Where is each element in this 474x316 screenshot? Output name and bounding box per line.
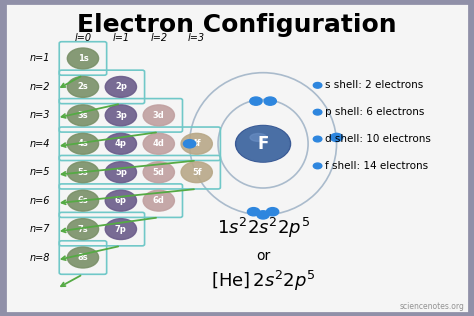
- Text: n=6: n=6: [30, 196, 51, 206]
- Text: 5d: 5d: [153, 168, 165, 177]
- Circle shape: [313, 82, 322, 88]
- Circle shape: [181, 162, 212, 183]
- Circle shape: [237, 126, 289, 161]
- Text: n=1: n=1: [30, 53, 51, 64]
- Text: 5s: 5s: [78, 168, 88, 177]
- Text: 2s: 2s: [78, 82, 88, 91]
- Text: 4f: 4f: [192, 139, 201, 148]
- Text: n=5: n=5: [30, 167, 51, 177]
- Circle shape: [247, 208, 260, 216]
- Circle shape: [105, 133, 137, 154]
- Text: Electron Configuration: Electron Configuration: [77, 13, 397, 37]
- Text: l=1: l=1: [112, 33, 129, 43]
- Text: 4s: 4s: [78, 139, 88, 148]
- Circle shape: [313, 109, 322, 115]
- Text: n=3: n=3: [30, 110, 51, 120]
- Text: 4p: 4p: [115, 139, 127, 148]
- Circle shape: [67, 219, 99, 240]
- Text: f shell: 14 electrons: f shell: 14 electrons: [325, 161, 428, 171]
- Text: 7s: 7s: [78, 225, 88, 234]
- Circle shape: [313, 163, 322, 169]
- Text: $1s^{2}2s^{2}2p^{5}$: $1s^{2}2s^{2}2p^{5}$: [217, 216, 310, 240]
- Text: n=7: n=7: [30, 224, 51, 234]
- Circle shape: [266, 208, 279, 216]
- Circle shape: [143, 133, 174, 154]
- Circle shape: [257, 211, 269, 219]
- Circle shape: [105, 162, 137, 183]
- Circle shape: [105, 219, 137, 240]
- Circle shape: [236, 125, 291, 162]
- Circle shape: [183, 140, 196, 148]
- Circle shape: [67, 190, 99, 211]
- Text: 3p: 3p: [115, 111, 127, 120]
- Text: d shell: 10 electrons: d shell: 10 electrons: [325, 134, 430, 144]
- Circle shape: [264, 97, 276, 105]
- Circle shape: [67, 133, 99, 154]
- Circle shape: [67, 76, 99, 97]
- Circle shape: [143, 105, 174, 126]
- Text: l=3: l=3: [188, 33, 205, 43]
- Text: l=0: l=0: [74, 33, 91, 43]
- Text: 8s: 8s: [78, 253, 88, 262]
- Text: s shell: 2 electrons: s shell: 2 electrons: [325, 80, 423, 90]
- Circle shape: [67, 105, 99, 126]
- Text: 5f: 5f: [192, 168, 201, 177]
- Text: 6s: 6s: [78, 196, 88, 205]
- Text: sciencenotes.org: sciencenotes.org: [400, 302, 465, 311]
- Text: n=8: n=8: [30, 252, 51, 263]
- Ellipse shape: [250, 133, 267, 141]
- Circle shape: [250, 97, 262, 105]
- Circle shape: [105, 76, 137, 97]
- Text: 6d: 6d: [153, 196, 165, 205]
- Text: 7p: 7p: [115, 225, 127, 234]
- Circle shape: [330, 133, 343, 142]
- Circle shape: [67, 247, 99, 268]
- Text: l=2: l=2: [150, 33, 167, 43]
- FancyBboxPatch shape: [5, 3, 469, 313]
- Text: p shell: 6 electrons: p shell: 6 electrons: [325, 107, 424, 117]
- Text: 6p: 6p: [115, 196, 127, 205]
- Text: 4d: 4d: [153, 139, 165, 148]
- Text: 5p: 5p: [115, 168, 127, 177]
- Circle shape: [313, 136, 322, 142]
- Text: 3s: 3s: [78, 111, 88, 120]
- Text: or: or: [256, 249, 270, 263]
- Circle shape: [181, 133, 212, 154]
- Text: $[\mathrm{He}]\,2s^{2}2p^{5}$: $[\mathrm{He}]\,2s^{2}2p^{5}$: [211, 269, 315, 293]
- Circle shape: [105, 105, 137, 126]
- Circle shape: [67, 48, 99, 69]
- Text: 3d: 3d: [153, 111, 164, 120]
- Text: 2p: 2p: [115, 82, 127, 91]
- Circle shape: [143, 190, 174, 211]
- Text: 1s: 1s: [78, 54, 88, 63]
- Text: F: F: [257, 135, 269, 153]
- Circle shape: [143, 162, 174, 183]
- Text: n=4: n=4: [30, 139, 51, 149]
- Circle shape: [67, 162, 99, 183]
- Text: n=2: n=2: [30, 82, 51, 92]
- Circle shape: [105, 190, 137, 211]
